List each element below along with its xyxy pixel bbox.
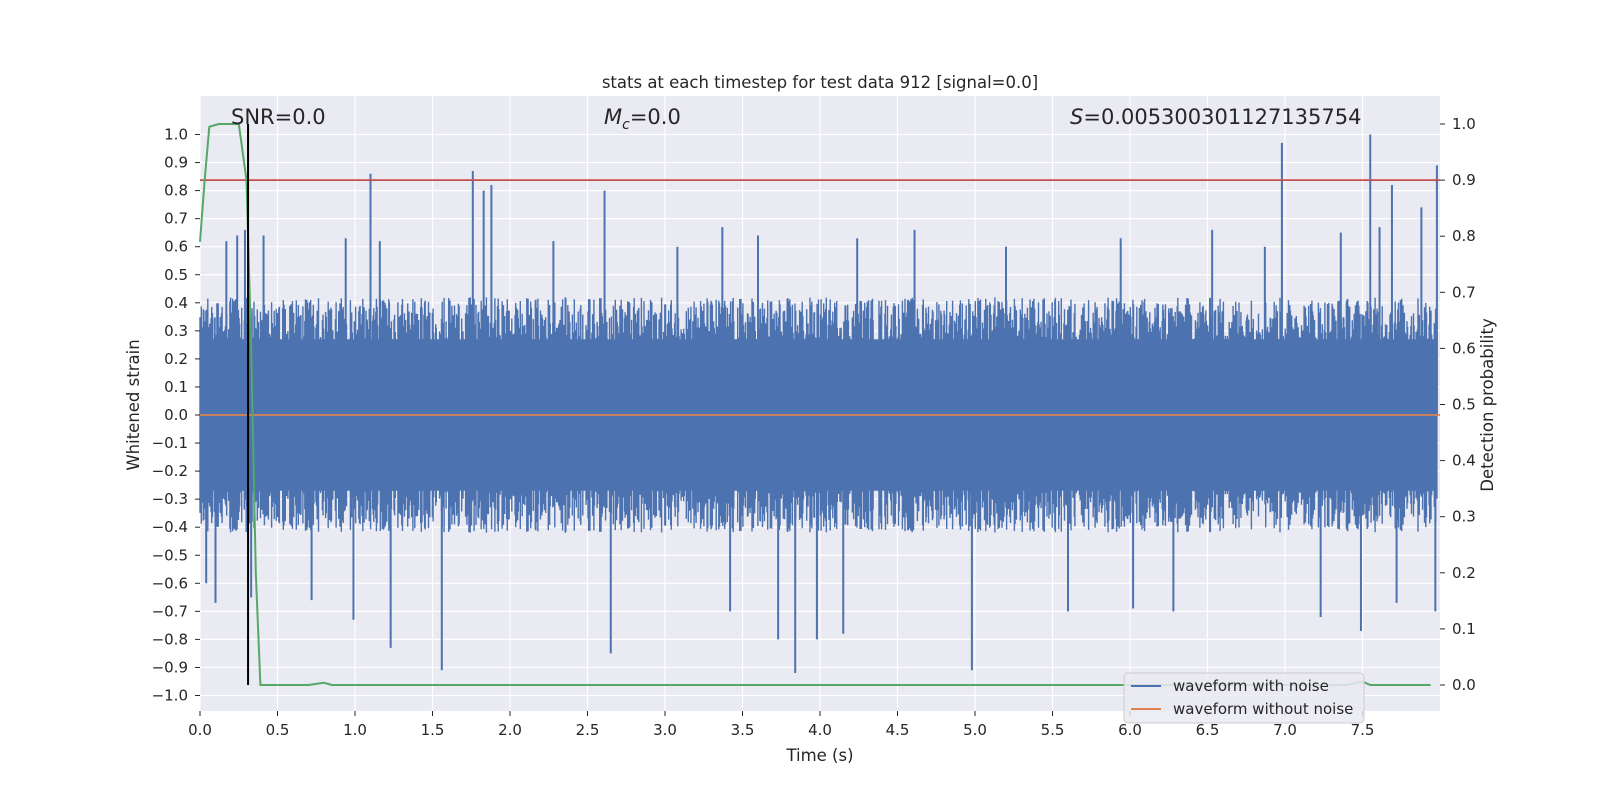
y-tick-label: 0.3 [164,322,188,340]
y-tick-label: −0.4 [152,518,188,536]
legend-label-clean: waveform without noise [1173,700,1353,718]
y-tick-label: −0.3 [152,490,188,508]
x-tick-label: 0.0 [188,721,212,739]
y-right-tick-label: 0.0 [1452,676,1476,694]
y-right-tick-label: 0.8 [1452,227,1476,245]
score-annotation: S=0.005300301127135754 [1070,105,1361,129]
y-right-tick-label: 0.2 [1452,564,1476,582]
x-tick-label: 5.0 [963,721,987,739]
x-tick-label: 6.0 [1118,721,1142,739]
y-tick-label: 0.2 [164,350,188,368]
y-tick-label: 0.7 [164,210,188,228]
y-tick-label: 0.6 [164,238,188,256]
y-axis-right-title: Detection probability [1478,318,1497,492]
x-tick-label: 0.5 [266,721,290,739]
axes: 0.0 0.5 1.0 1.5 2.0 2.5 3.0 3.5 4.0 4.5 5.0 5.5 6.0 6… [152,115,1476,739]
x-tick-label: 4.0 [808,721,832,739]
y-tick-label: 0.0 [164,406,188,424]
y-tick-label: 0.1 [164,378,188,396]
x-tick-label: 2.0 [498,721,522,739]
chirp-mass-annotation: Mc=0.0 [604,105,681,133]
y-tick-label: −0.7 [152,602,188,620]
y-tick-label: 0.5 [164,266,188,284]
y-tick-label: 0.4 [164,294,188,312]
y-tick-label: −0.9 [152,658,188,676]
y-right-tick-label: 0.1 [1452,620,1476,638]
y-tick-label: 1.0 [164,126,188,144]
y-right-tick-label: 0.7 [1452,283,1476,301]
x-tick-label: 3.0 [653,721,677,739]
x-tick-label: 6.5 [1196,721,1220,739]
x-tick-label: 1.5 [421,721,445,739]
y-axis-title: Whitened strain [124,339,143,470]
y-tick-label: −0.1 [152,434,188,452]
y-tick-label: −0.5 [152,546,188,564]
y-tick-label: −0.8 [152,630,188,648]
y-right-tick-label: 1.0 [1452,115,1476,133]
y-tick-label: 0.8 [164,182,188,200]
chart-title: stats at each timestep for test data 912… [602,73,1038,92]
legend-label-noise: waveform with noise [1173,677,1329,695]
x-tick-label: 2.5 [576,721,600,739]
x-tick-label: 3.5 [731,721,755,739]
y-right-tick-label: 0.5 [1452,396,1476,414]
y-tick-label: −1.0 [152,687,188,705]
y-tick-label: −0.2 [152,462,188,480]
y-tick-label: 0.9 [164,154,188,172]
x-axis-title: Time (s) [785,746,853,765]
y-right-tick-label: 0.4 [1452,452,1476,470]
legend: waveform with noise waveform without noi… [1123,672,1365,724]
x-tick-label: 7.5 [1351,721,1375,739]
y-right-tick-label: 0.3 [1452,508,1476,526]
y-tick-label: −0.6 [152,574,188,592]
y-right-tick-label: 0.6 [1452,339,1476,357]
x-tick-label: 7.0 [1273,721,1297,739]
legend-box [1123,672,1365,724]
x-tick-label: 5.5 [1041,721,1065,739]
x-tick-label: 4.5 [886,721,910,739]
y-right-tick-label: 0.9 [1452,171,1476,189]
x-tick-label: 1.0 [343,721,367,739]
snr-annotation: SNR=0.0 [231,105,326,129]
